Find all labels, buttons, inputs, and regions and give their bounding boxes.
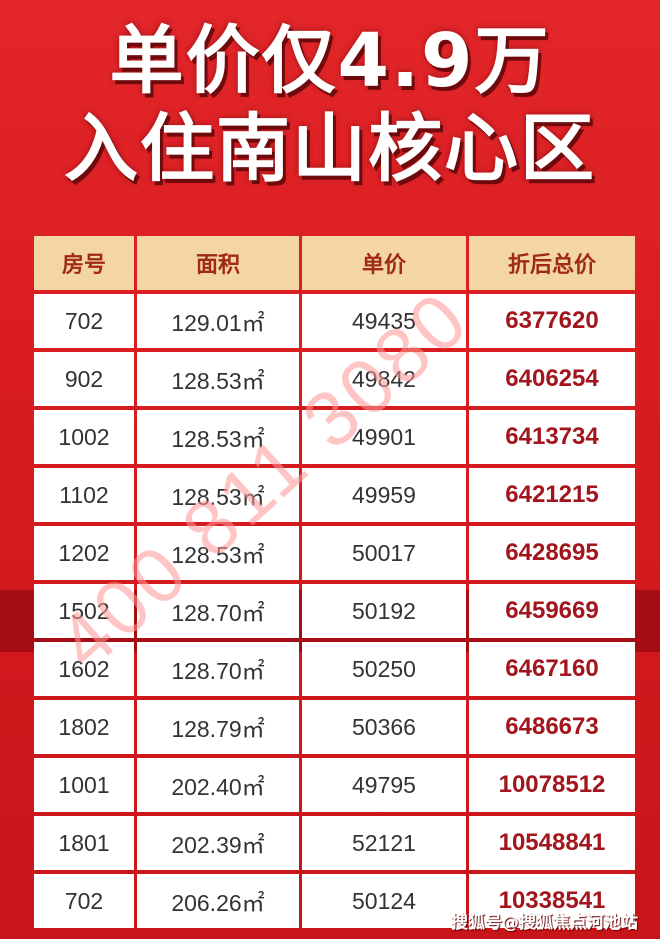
cell-total-price: 10548841 [469, 816, 635, 870]
cell-area: 202.39㎡ [137, 816, 299, 870]
footer-credit: 搜狐号@搜狐焦点河池站 [451, 913, 638, 933]
cell-unit-price: 50124 [302, 874, 466, 928]
table-row: 1801 202.39㎡ 52121 10548841 [34, 816, 635, 870]
cell-unit-price: 50192 [302, 584, 466, 638]
cell-room-number: 1801 [34, 816, 134, 870]
headline-line1: 单价仅4.9万 [109, 18, 551, 104]
cell-total-price: 6421215 [469, 468, 635, 522]
cell-area: 128.70㎡ [137, 642, 299, 696]
table-row: 1002 128.53㎡ 49901 6413734 [34, 410, 635, 464]
cell-room-number: 1502 [34, 584, 134, 638]
cell-unit-price: 50250 [302, 642, 466, 696]
cell-room-number: 1002 [34, 410, 134, 464]
table-row: 702 129.01㎡ 49435 6377620 [34, 294, 635, 348]
table-row: 902 128.53㎡ 49842 6406254 [34, 352, 635, 406]
cell-room-number: 1802 [34, 700, 134, 754]
cell-room-number: 1602 [34, 642, 134, 696]
cell-total-price: 6459669 [469, 584, 635, 638]
cell-total-price: 10078512 [469, 758, 635, 812]
cell-area: 129.01㎡ [137, 294, 299, 348]
cell-total-price: 6413734 [469, 410, 635, 464]
table-header-row: 房号 面积 单价 折后总价 [34, 236, 635, 290]
cell-unit-price: 49842 [302, 352, 466, 406]
cell-total-price: 10338541 [469, 874, 635, 928]
header-unit-price: 单价 [302, 236, 466, 290]
cell-total-price: 6467160 [469, 642, 635, 696]
cell-total-price: 6486673 [469, 700, 635, 754]
cell-area: 128.70㎡ [137, 584, 299, 638]
header-room: 房号 [34, 236, 134, 290]
header-area: 面积 [137, 236, 299, 290]
cell-unit-price: 49959 [302, 468, 466, 522]
cell-area: 202.40㎡ [137, 758, 299, 812]
cell-area: 206.26㎡ [137, 874, 299, 928]
cell-room-number: 702 [34, 294, 134, 348]
price-table: 房号 面积 单价 折后总价 702 129.01㎡ 49435 6377620 902 1… [31, 232, 638, 932]
table-row: 1602 128.70㎡ 50250 6467160 [34, 642, 635, 696]
cell-area: 128.53㎡ [137, 526, 299, 580]
headline-line2: 入住南山核心区 [64, 106, 596, 192]
cell-unit-price: 49901 [302, 410, 466, 464]
cell-unit-price: 52121 [302, 816, 466, 870]
cell-unit-price: 50017 [302, 526, 466, 580]
table-row: 1001 202.40㎡ 49795 10078512 [34, 758, 635, 812]
cell-area: 128.53㎡ [137, 410, 299, 464]
cell-area: 128.79㎡ [137, 700, 299, 754]
cell-room-number: 1202 [34, 526, 134, 580]
table-row: 1102 128.53㎡ 49959 6421215 [34, 468, 635, 522]
cell-room-number: 702 [34, 874, 134, 928]
cell-area: 128.53㎡ [137, 352, 299, 406]
table-row: 1802 128.79㎡ 50366 6486673 [34, 700, 635, 754]
table-row: 702 206.26㎡ 50124 10338541 [34, 874, 635, 928]
cell-room-number: 1001 [34, 758, 134, 812]
cell-total-price: 6428695 [469, 526, 635, 580]
cell-unit-price: 49435 [302, 294, 466, 348]
cell-area: 128.53㎡ [137, 468, 299, 522]
cell-room-number: 902 [34, 352, 134, 406]
cell-room-number: 1102 [34, 468, 134, 522]
table-row: 1502 128.70㎡ 50192 6459669 [34, 584, 635, 638]
table-row: 1202 128.53㎡ 50017 6428695 [34, 526, 635, 580]
cell-unit-price: 50366 [302, 700, 466, 754]
cell-unit-price: 49795 [302, 758, 466, 812]
cell-total-price: 6377620 [469, 294, 635, 348]
header-total-price: 折后总价 [469, 236, 635, 290]
cell-total-price: 6406254 [469, 352, 635, 406]
